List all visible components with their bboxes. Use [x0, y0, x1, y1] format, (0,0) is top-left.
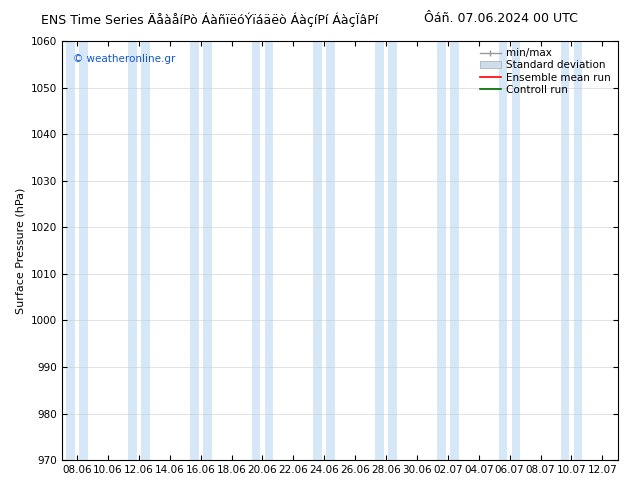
Bar — [512, 41, 521, 460]
Bar — [437, 41, 446, 460]
Bar — [499, 41, 507, 460]
Text: Ôáñ. 07.06.2024 00 UTC: Ôáñ. 07.06.2024 00 UTC — [424, 12, 578, 25]
Bar — [574, 41, 582, 460]
Bar — [141, 41, 150, 460]
Text: © weatheronline.gr: © weatheronline.gr — [73, 53, 175, 64]
Y-axis label: Surface Pressure (hPa): Surface Pressure (hPa) — [15, 187, 25, 314]
Bar — [79, 41, 88, 460]
Text: ENS Time Series ÄåàåíPò ÁàñïëóÝïáäëò ÁàçíPí ÁàçÏâPí: ENS Time Series ÄåàåíPò ÁàñïëóÝïáäëò Áàç… — [41, 12, 378, 27]
Bar — [375, 41, 384, 460]
Bar — [388, 41, 397, 460]
Bar — [264, 41, 273, 460]
Legend: min/max, Standard deviation, Ensemble mean run, Controll run: min/max, Standard deviation, Ensemble me… — [477, 46, 612, 97]
Bar — [190, 41, 198, 460]
Bar — [128, 41, 137, 460]
Bar — [327, 41, 335, 460]
Bar — [203, 41, 212, 460]
Bar — [560, 41, 569, 460]
Bar — [313, 41, 322, 460]
Bar — [67, 41, 75, 460]
Bar — [450, 41, 458, 460]
Bar — [252, 41, 261, 460]
